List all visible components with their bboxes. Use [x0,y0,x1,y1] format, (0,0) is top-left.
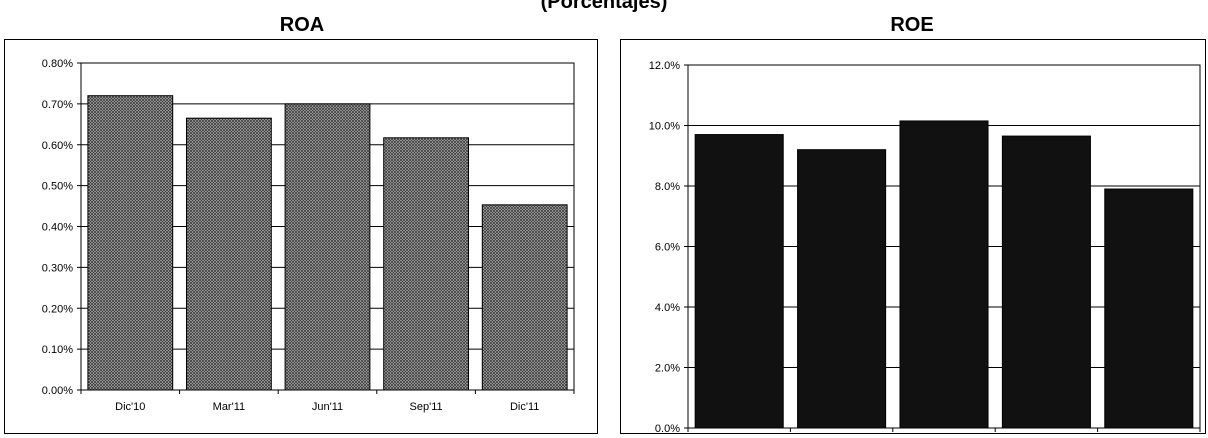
roa-ytick-label: 0.20% [42,303,73,315]
roe-ytick-label: 0.0% [655,423,680,433]
roa-bar [284,103,371,391]
roa-ytick-label: 0.40% [42,222,73,234]
roa-ytick-label: 0.50% [42,181,73,193]
roa-xtick-label: Sep'11 [410,401,443,413]
roa-ytick-label: 0.70% [42,99,73,111]
roa-xtick-label: Dic'11 [510,401,539,413]
roe-bar [694,134,784,429]
roe-chart-title: ROE [890,14,934,36]
roa-bar [186,117,272,391]
roe-ytick-label: 4.0% [655,302,680,314]
page-title: (Porcentajes) [540,0,668,13]
roe-bar [797,149,887,429]
roa-xtick-label: Dic'10 [115,401,145,413]
roa-chart-frame: 0.00% 0.10% 0.20% 0.30% 0.40% 0.50% 0.60% 0.70%… [4,39,598,434]
roe-bar [1104,188,1194,429]
roa-chart-title: ROA [279,14,325,36]
roa-ytick-label: 0.10% [42,344,73,356]
roe-ytick-label: 12.0% [649,60,680,72]
roa-bar [481,204,568,391]
roa-xtick-label: Mar'11 [213,401,245,413]
roe-bar [899,120,989,429]
roa-bar [87,95,174,391]
roe-ytick-label: 8.0% [655,181,680,193]
roe-bar [1001,135,1091,429]
roe-chart-frame: 0.0%2.0%4.0%6.0%8.0%10.0%12.0%Dic'10Mar'… [620,39,1206,435]
roa-chart: 0.00% 0.10% 0.20% 0.30% 0.40% 0.50% 0.60% 0.70%… [42,58,575,413]
roa-ytick-label: 0.30% [42,262,73,274]
roe-ytick-label: 6.0% [655,242,680,254]
roa-ytick-label: 0.60% [42,140,73,152]
roe-ytick-label: 10.0% [649,121,680,133]
roe-chart: 0.0%2.0%4.0%6.0%8.0%10.0%12.0%Dic'10Mar'… [649,60,1201,435]
roe-ytick-label: 2.0% [655,363,680,375]
roa-bar [383,137,469,391]
roa-xtick-label: Jun'11 [312,401,343,413]
roa-ytick-label: 0.00% [42,385,73,397]
roa-ytick-label: 0.80% [42,58,73,70]
